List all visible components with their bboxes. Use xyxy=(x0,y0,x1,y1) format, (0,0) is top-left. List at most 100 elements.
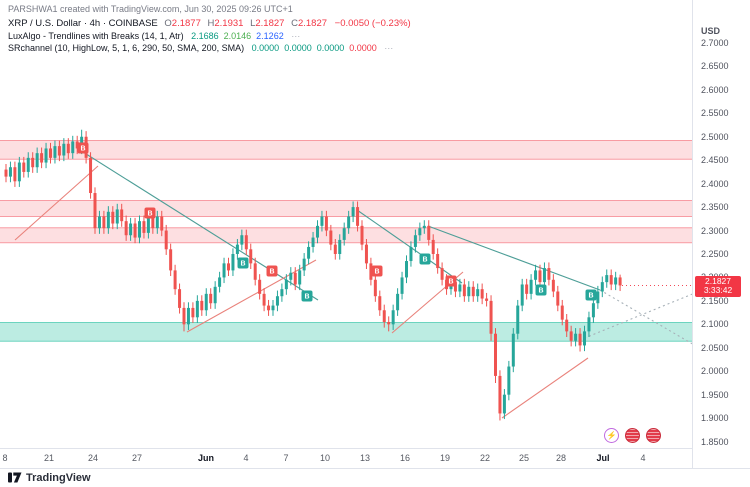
svg-text:B: B xyxy=(588,293,593,300)
indicator-name: LuxAlgo - Trendlines with Breaks (14, 1,… xyxy=(8,31,184,42)
price-tick: 2.1000 xyxy=(701,319,729,330)
last-price-value: 2.1827 xyxy=(705,275,731,286)
time-tick: 19 xyxy=(439,453,451,463)
open-label: O xyxy=(164,18,172,30)
price-tick: 2.0500 xyxy=(701,342,729,353)
indicator-value: 0.0000 xyxy=(284,43,312,54)
trendline-red xyxy=(14,165,99,241)
close-label: C xyxy=(291,18,298,30)
price-tick: 2.1500 xyxy=(701,295,729,306)
price-tick: 2.4000 xyxy=(701,178,729,189)
time-tick: Jul xyxy=(596,453,610,463)
price-tick: 1.9500 xyxy=(701,389,729,400)
price-scale[interactable]: USD 2.1827 3:33:42 2.7000 2.6500 2.6000 2.5… xyxy=(692,0,750,468)
currency-label: USD xyxy=(701,26,721,36)
symbol-row: XRP / U.S. Dollar · 4h · COINBASE O2.187… xyxy=(8,18,411,30)
price-tick: 2.6500 xyxy=(701,61,729,72)
low-value: 2.1827 xyxy=(255,18,285,30)
watermark-attribution: PARSHWA1 created with TradingView.com, J… xyxy=(8,4,293,14)
time-tick: 24 xyxy=(87,453,99,463)
brand-text: TradingView xyxy=(26,471,91,484)
price-tick: 2.3000 xyxy=(701,225,729,236)
bull-break-badge xyxy=(585,289,597,301)
svg-text:B: B xyxy=(80,146,85,153)
svg-text:B: B xyxy=(304,294,309,301)
indicator-value: 2.0146 xyxy=(223,31,252,42)
red-coin-reaction-icon[interactable] xyxy=(625,428,640,443)
time-tick: 25 xyxy=(518,453,530,463)
price-tick: 2.2500 xyxy=(701,248,729,259)
time-tick: 28 xyxy=(555,453,567,463)
more-options-icon[interactable]: ⋯ xyxy=(291,31,302,42)
time-tick: 21 xyxy=(43,453,55,463)
open-value: 2.1877 xyxy=(171,18,201,30)
price-tick: 2.6000 xyxy=(701,84,729,95)
change-value: −0.0050 (−0.23%) xyxy=(334,18,411,30)
footer-bar: TradingView xyxy=(0,468,750,486)
symbol-title[interactable]: XRP / U.S. Dollar · 4h · COINBASE xyxy=(8,18,158,30)
indicator-row-srchannel[interactable]: SRchannel (10, HighLow, 5, 1, 6, 290, 50… xyxy=(8,43,411,54)
red-coin-reaction-icon[interactable] xyxy=(646,428,661,443)
svg-text:B: B xyxy=(448,279,453,286)
indicator-row-trendlines[interactable]: LuxAlgo - Trendlines with Breaks (14, 1,… xyxy=(8,31,411,42)
indicator-value: 0.0000 xyxy=(349,43,377,54)
svg-text:B: B xyxy=(374,269,379,276)
price-tick: 2.5000 xyxy=(701,131,729,142)
bear-break-badge xyxy=(445,275,457,287)
bar-countdown: 3:33:42 xyxy=(703,285,733,296)
svg-text:B: B xyxy=(269,269,274,276)
high-value: 2.1931 xyxy=(214,18,244,30)
lightning-reaction-icon[interactable]: ⚡ xyxy=(604,428,619,443)
indicator-value: 2.1686 xyxy=(191,31,219,42)
svg-text:B: B xyxy=(147,211,152,218)
high-label: H xyxy=(207,18,215,30)
trendline-teal xyxy=(356,209,463,284)
indicator-name: SRchannel (10, HighLow, 5, 1, 6, 290, 50… xyxy=(8,43,245,54)
indicator-value: 0.0000 xyxy=(251,43,280,54)
trendline-red xyxy=(186,259,317,333)
last-price-label: 2.1827 3:33:42 xyxy=(695,275,741,297)
time-tick: 7 xyxy=(283,453,289,463)
trendline-red xyxy=(501,357,589,419)
svg-text:B: B xyxy=(538,288,543,295)
price-tick: 2.5500 xyxy=(701,108,729,119)
tradingview-logo[interactable]: TradingView xyxy=(8,471,91,484)
bear-break-badge xyxy=(77,142,89,154)
svg-text:B: B xyxy=(240,261,245,268)
bull-break-badge xyxy=(237,257,249,269)
chart-canvas[interactable]: B B B B B B B B B B PARSHWA1 created with Trading… xyxy=(0,0,692,448)
trendline-teal xyxy=(427,225,601,291)
time-tick: 10 xyxy=(319,453,331,463)
tradingview-logo-icon xyxy=(8,472,22,483)
time-tick: 4 xyxy=(243,453,249,463)
price-tick: 1.9000 xyxy=(701,413,729,424)
close-value: 2.1827 xyxy=(297,18,328,30)
bear-break-badge xyxy=(144,207,156,219)
time-scale[interactable]: 8 21 24 27 Jun 4 7 10 13 16 19 22 25 28 Jul 4 xyxy=(0,448,692,469)
price-tick: 2.3500 xyxy=(701,202,729,213)
time-tick: 4 xyxy=(640,453,646,463)
svg-text:B: B xyxy=(422,257,427,264)
reaction-icons: ⚡ xyxy=(604,428,661,443)
bull-break-badge xyxy=(301,290,313,302)
bear-break-badge xyxy=(371,265,383,277)
low-label: L xyxy=(250,18,256,30)
indicator-value: 0.0000 xyxy=(316,43,345,54)
time-tick: 16 xyxy=(399,453,411,463)
bull-break-badge xyxy=(535,284,547,296)
trendline-gray xyxy=(599,289,692,345)
time-tick: 27 xyxy=(131,453,143,463)
more-options-icon[interactable]: ⋯ xyxy=(384,43,395,54)
trendline-teal xyxy=(82,151,319,301)
time-tick: 8 xyxy=(2,453,8,463)
time-tick: 13 xyxy=(359,453,371,463)
bull-break-badge xyxy=(419,253,431,265)
indicator-value: 2.1262 xyxy=(256,31,284,42)
price-tick: 2.0000 xyxy=(701,366,729,377)
resistance-zone xyxy=(0,227,692,243)
bear-break-badge xyxy=(266,265,278,277)
resistance-zone xyxy=(0,140,692,160)
time-tick: 22 xyxy=(479,453,491,463)
chart-legend: PARSHWA1 created with TradingView.com, J… xyxy=(8,4,411,55)
